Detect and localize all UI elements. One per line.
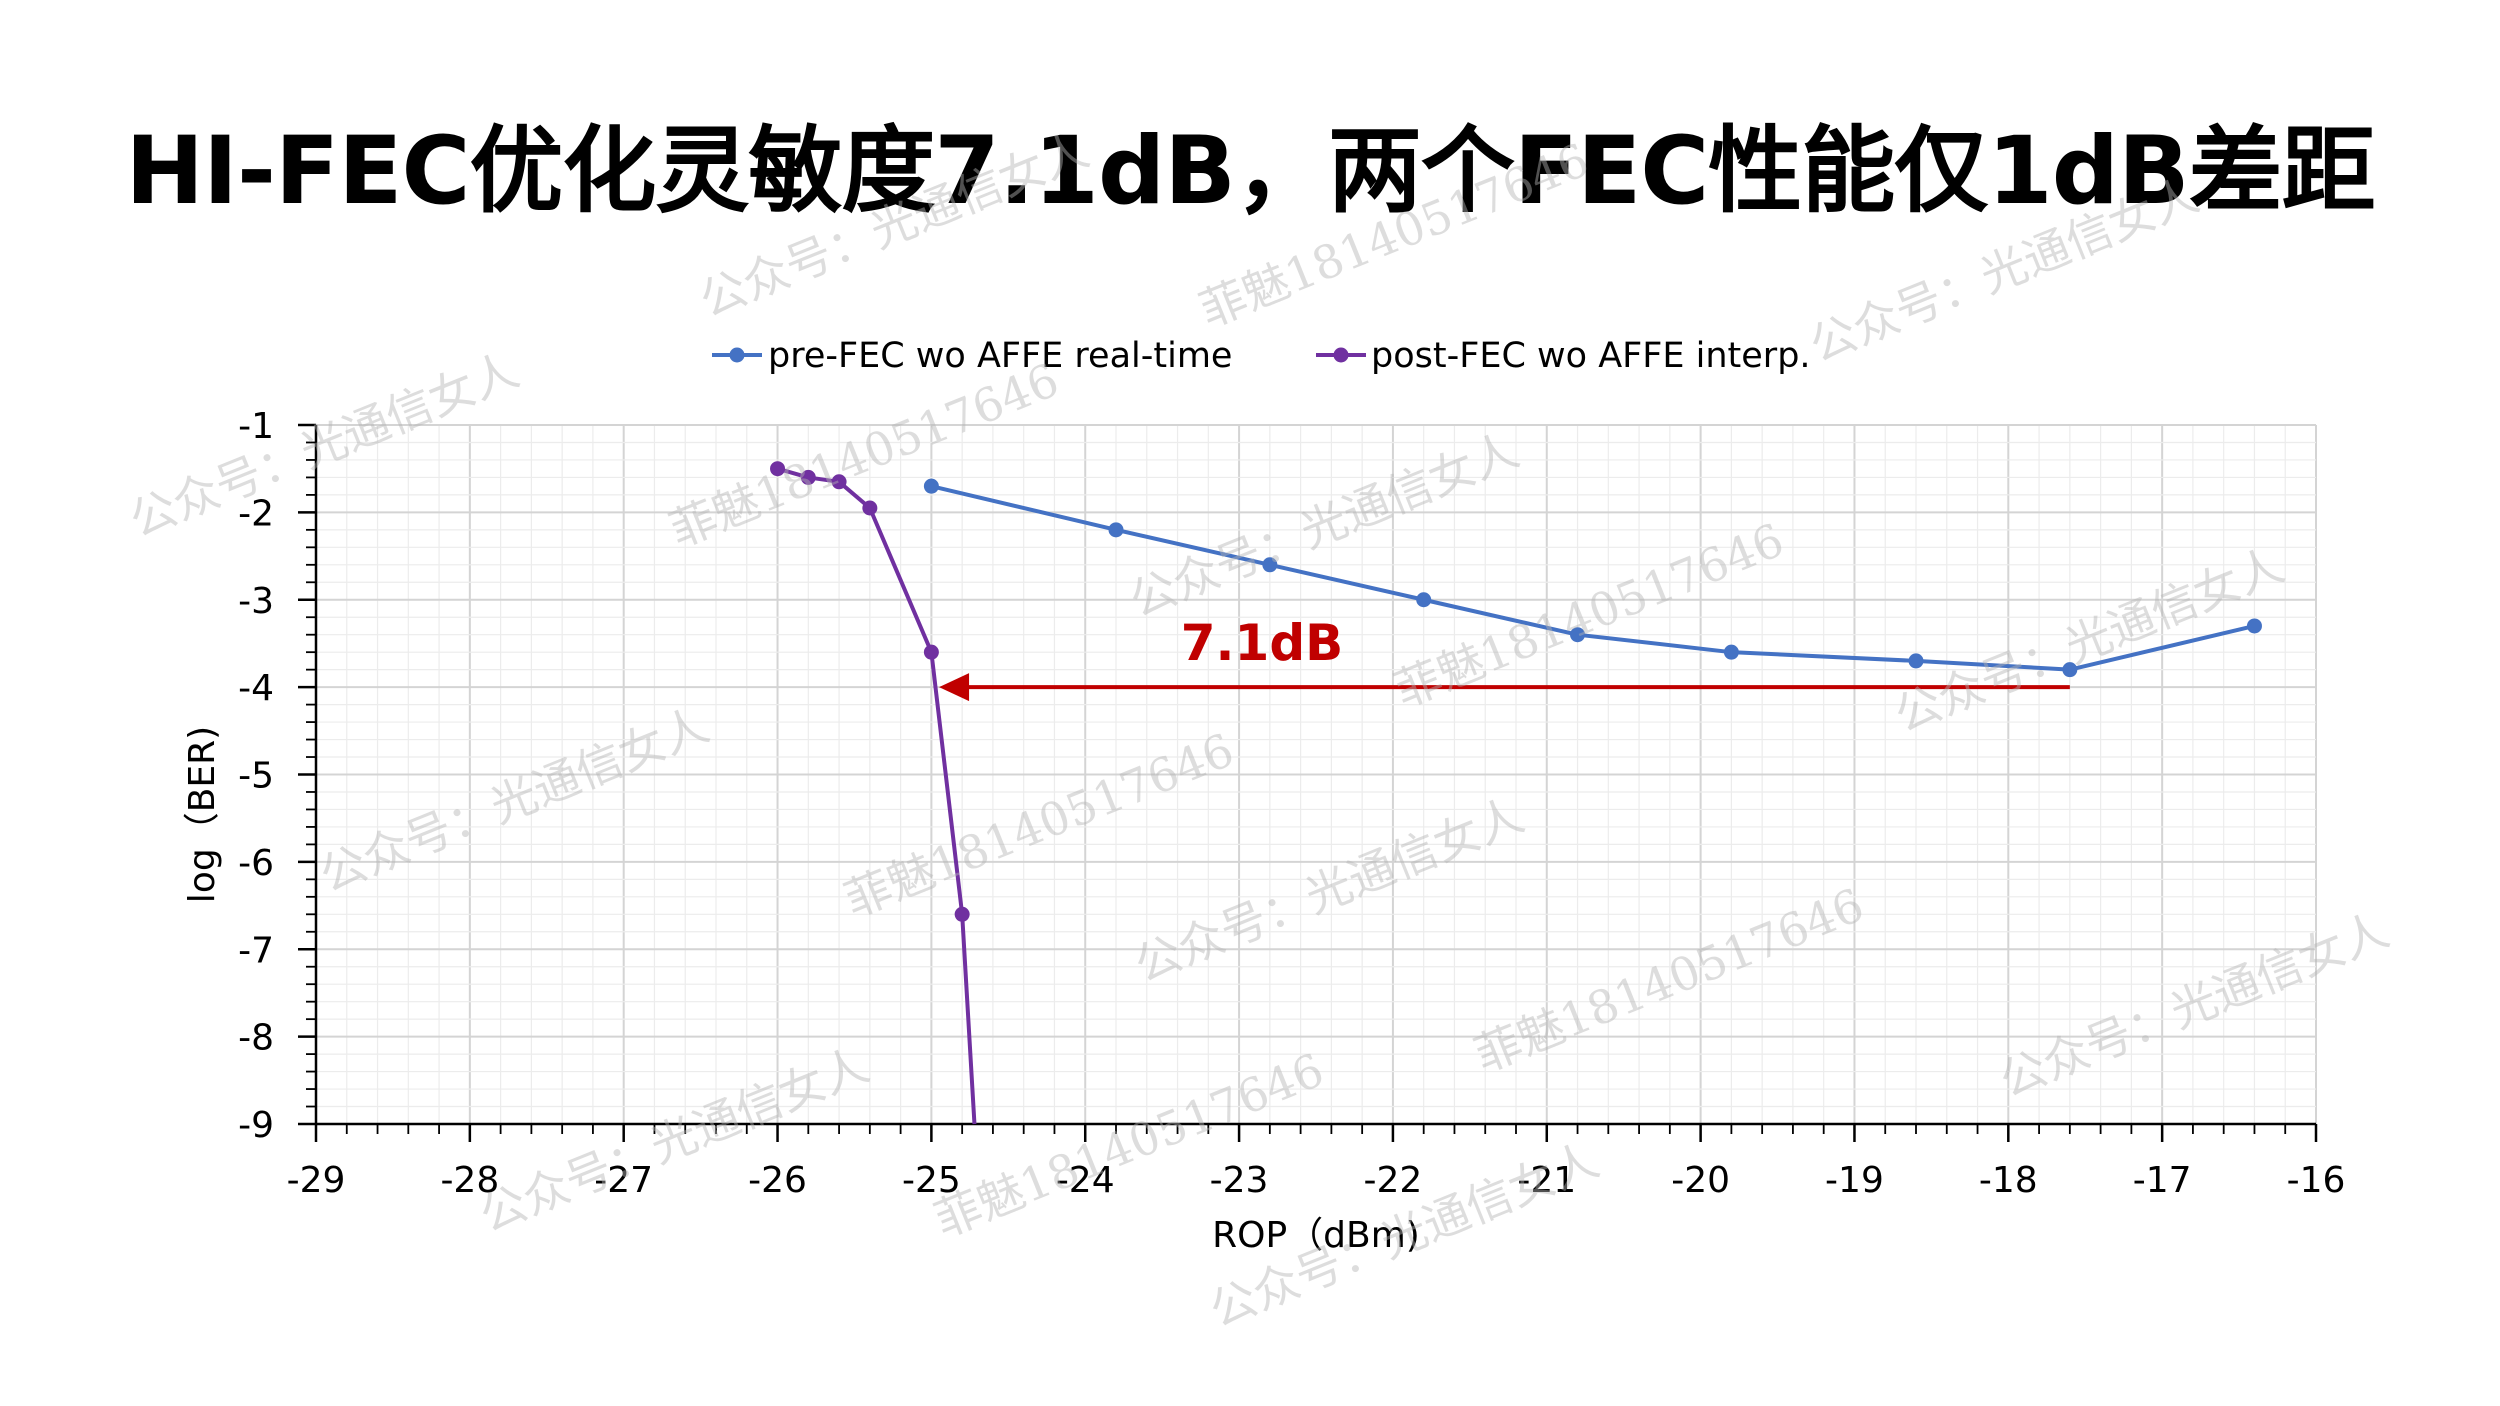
axes (298, 423, 2318, 1142)
data-point (1108, 522, 1124, 538)
annotation-arrow-head (939, 673, 970, 702)
data-point (923, 478, 939, 494)
x-tick-label: -28 (440, 1160, 499, 1201)
watermark-text: 公众号：光通信女人 (692, 123, 1096, 328)
watermark-text: 菲魅18140517646 (1192, 133, 1596, 338)
data-point (1570, 627, 1586, 643)
legend-label: pre-FEC wo AFFE real-time (768, 336, 1232, 376)
x-tick-label: -17 (2133, 1160, 2192, 1201)
y-tick-label: -5 (238, 756, 274, 797)
y-tick-label: -4 (238, 668, 274, 709)
data-point (831, 474, 847, 490)
watermark-text: 公众号：光通信女人 (1802, 168, 2206, 373)
legend-swatch-marker (729, 347, 745, 363)
y-tick-label: -3 (238, 581, 274, 622)
watermark-text: 公众号：光通信女人 (312, 698, 716, 903)
data-point (862, 500, 878, 516)
watermark-text: 菲魅18140517646 (662, 353, 1066, 558)
y-tick-label: -8 (238, 1018, 274, 1059)
x-tick-label: -29 (287, 1160, 346, 1201)
data-point (2246, 618, 2262, 634)
watermark-text: 公众号：光通信女人 (1992, 903, 2396, 1108)
y-tick-label: -9 (238, 1105, 274, 1146)
slide-title: HI-FEC优化灵敏度7.1dB，两个FEC性能仅1dB差距 (125, 117, 2375, 226)
data-point (1262, 557, 1278, 573)
x-axis-title: ROP（dBm) (1212, 1215, 1420, 1256)
x-tick-label: -25 (902, 1160, 961, 1201)
watermark-text: 公众号：光通信女人 (472, 1038, 876, 1243)
x-tick-label: -19 (1825, 1160, 1884, 1201)
series-line-1 (776, 466, 977, 1125)
y-tick-label: -7 (238, 930, 274, 971)
x-tick-label: -26 (748, 1160, 807, 1201)
x-tick-label: -27 (594, 1160, 653, 1201)
watermark-text: 公众号：光通信女人 (1122, 423, 1526, 628)
x-tick-label: -16 (2287, 1160, 2346, 1201)
x-tick-label: -20 (1671, 1160, 1730, 1201)
x-tick-label: -18 (1979, 1160, 2038, 1201)
data-point (954, 906, 970, 922)
data-point (770, 461, 786, 477)
y-tick-label: -2 (238, 493, 274, 534)
watermarks: 公众号：光通信女人 菲魅18140517646 公众号：光通信女人公众号：光通信女人… (122, 123, 2396, 1338)
x-tick-label: -24 (1056, 1160, 1115, 1201)
y-axis-title: log（BER) (182, 726, 223, 903)
data-point (800, 469, 816, 485)
series (770, 461, 2262, 1125)
data-point (1908, 653, 1924, 669)
axis-titles: ROP（dBm) log（BER) (182, 726, 1420, 1256)
data-point (1416, 592, 1432, 608)
watermark-text: 公众号：光通信女人 (1127, 788, 1531, 993)
y-tick-label: -6 (238, 843, 274, 884)
data-point (1723, 644, 1739, 660)
y-tick-label: -1 (238, 406, 274, 447)
watermark-text: 公众号：光通信女人 (122, 343, 526, 548)
x-tick-label: -21 (1517, 1160, 1576, 1201)
data-point (923, 644, 939, 660)
watermark-text: 菲魅18140517646 (1467, 878, 1871, 1083)
tick-labels: -29 -28 -27 -26 -25 -24 -23 -22 -21 -20 -19 -18 -17 -… (238, 406, 2345, 1201)
data-point (2062, 662, 2078, 678)
legend-swatch-marker (1333, 347, 1349, 363)
annotation-label: 7.1dB (1181, 614, 1343, 672)
x-tick-label: -23 (1210, 1160, 1269, 1201)
legend: pre-FEC wo AFFE real-time post-FEC wo AFF… (712, 336, 1811, 376)
watermark-text: 公众号：光通信女人 (1887, 538, 2291, 743)
legend-label: post-FEC wo AFFE interp. (1371, 336, 1811, 376)
annotation: 7.1dB (939, 614, 2070, 702)
x-tick-label: -22 (1364, 1160, 1423, 1201)
